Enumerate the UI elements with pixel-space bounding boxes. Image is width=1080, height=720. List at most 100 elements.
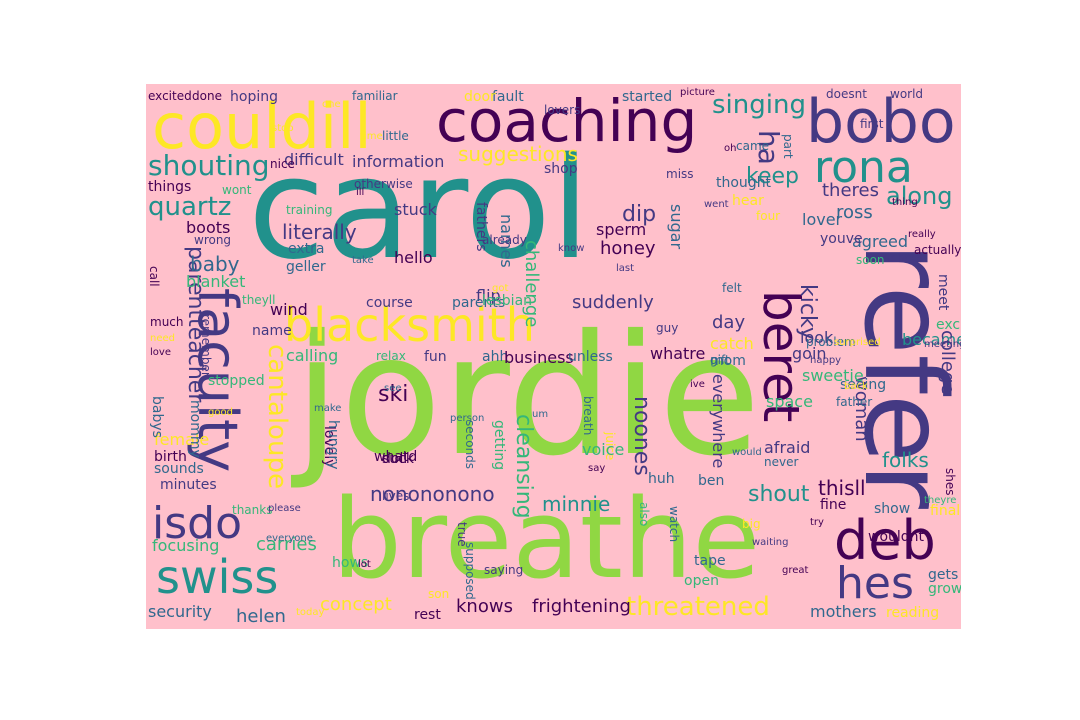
word-problem: problem <box>806 335 856 349</box>
word-happy: happy <box>810 355 842 366</box>
word-suck: suck <box>382 451 414 467</box>
word-everyone: everyone <box>266 533 313 544</box>
word-ive: ive <box>690 379 705 390</box>
word-grow: grow <box>928 581 961 597</box>
word-cantaloupe: cantaloupe <box>262 344 292 489</box>
word-done: done <box>192 89 222 103</box>
word-exciting: exciting <box>936 317 961 333</box>
word-swiss: swiss <box>156 550 279 604</box>
word-blanket: blanket <box>186 272 246 291</box>
word-shouting: shouting <box>148 149 270 182</box>
word-space: space <box>766 392 813 411</box>
word-stopped: stopped <box>208 373 265 389</box>
word-theyre: theyre <box>924 495 957 506</box>
word-lives: lives <box>382 489 410 503</box>
word-hes: hes <box>836 558 914 609</box>
word-son: son <box>428 587 450 601</box>
word-part: part <box>781 134 795 159</box>
word-theres: theres <box>822 180 879 201</box>
word-um: um <box>532 409 549 420</box>
word-frightening: frightening <box>532 596 631 617</box>
word-everywhere: everywhere <box>709 374 728 469</box>
word-voice: voice <box>582 440 625 459</box>
word-picture: picture <box>680 87 715 98</box>
word-big: big <box>742 517 761 531</box>
word-lovers: lovers <box>544 103 581 117</box>
word-thing: thing <box>892 197 918 208</box>
word-know: know <box>558 243 585 254</box>
word-finally: finally <box>930 503 961 519</box>
word-fault: fault <box>492 89 524 105</box>
word-quartz: quartz <box>148 192 232 222</box>
word-ill: ill <box>356 187 365 198</box>
word-four: four <box>756 209 781 223</box>
word-whatre: whatre <box>650 344 706 363</box>
word-ski: ski <box>378 382 409 407</box>
word-today: today <box>296 607 325 618</box>
word-oh: oh <box>724 143 737 154</box>
word-time: time <box>360 131 383 142</box>
word-nice: nice <box>270 157 295 171</box>
word-stuck: stuck <box>394 200 437 219</box>
word-door: door <box>464 89 496 105</box>
word-got: got <box>492 283 509 294</box>
word-never: never <box>764 455 799 469</box>
word-hungry: hungry <box>325 420 341 470</box>
word-theyll: theyll <box>242 293 276 307</box>
word-meet: meet <box>935 274 951 311</box>
word-day: day <box>712 312 746 333</box>
word-couldill: couldill <box>152 90 372 163</box>
word-boots: boots <box>186 218 231 237</box>
word-already: already <box>482 233 527 247</box>
word-geller: geller <box>286 259 326 275</box>
word-keep: keep <box>746 164 799 189</box>
word-seeing: seeing <box>840 377 887 393</box>
word-last: last <box>616 263 635 274</box>
word-sounds: sounds <box>154 461 204 477</box>
word-excited: excited <box>148 89 192 103</box>
word-parents: parents <box>452 295 506 311</box>
word-doesnt: doesnt <box>826 87 867 101</box>
word-started: started <box>622 89 673 105</box>
word-shes: shes <box>943 468 957 496</box>
word-tape: tape <box>694 553 726 569</box>
word-name: name <box>252 323 292 339</box>
word-hoping: hoping <box>230 89 278 105</box>
word-sweetie: sweetie <box>802 366 864 385</box>
word-female: female <box>154 430 210 449</box>
word-afraid: afraid <box>764 438 811 457</box>
word-literally: literally <box>282 220 357 244</box>
word-surprised: surprised <box>834 337 881 348</box>
word-lesbian: lesbian <box>482 293 533 309</box>
word-doll: doll <box>382 451 408 467</box>
word-training: training <box>286 203 333 217</box>
word-miss: miss <box>666 167 694 181</box>
word-along: along <box>886 182 953 210</box>
word-otherwise: otherwise <box>354 177 413 191</box>
word-course: course <box>366 295 413 311</box>
word-catch: catch <box>710 334 754 353</box>
word-lover: lover <box>802 210 843 229</box>
word-show: show <box>874 501 911 517</box>
word-thought: thought <box>716 175 772 191</box>
word-getting: getting <box>491 420 507 471</box>
word-carries: carries <box>256 534 317 555</box>
word-went: went <box>704 199 729 210</box>
word-security: security <box>148 602 212 621</box>
word-bobo: bobo <box>806 87 956 157</box>
word-singing: singing <box>712 90 806 120</box>
word-hear: hear <box>732 193 764 209</box>
word-meeting: meeting <box>924 339 961 350</box>
word-coaching: coaching <box>436 87 698 155</box>
word-please: please <box>268 503 301 514</box>
word-sugar: sugar <box>667 204 686 250</box>
word-hows: hows <box>332 555 369 571</box>
word-relax: relax <box>376 349 406 363</box>
word-babys: babys <box>149 396 165 438</box>
word-gift: gift <box>710 353 730 367</box>
word-wont: wont <box>222 183 252 197</box>
word-really: really <box>908 229 936 240</box>
word-came: came <box>736 139 770 153</box>
word-would: would <box>732 447 762 458</box>
word-dip: dip <box>622 202 657 227</box>
